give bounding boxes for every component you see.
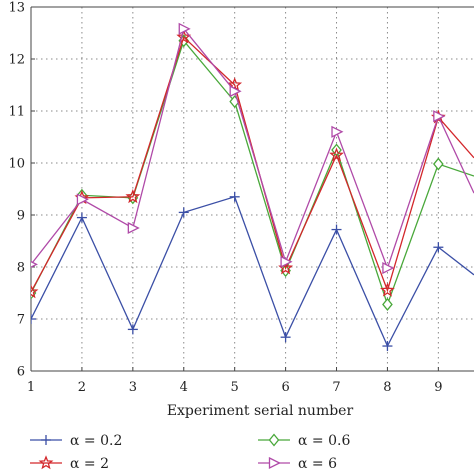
y-tick-label: 6 [17,365,25,380]
legend-item: α = 2 [30,455,109,472]
data-point [125,189,141,204]
series-line [31,35,474,293]
data-point [331,125,344,138]
axes [30,6,474,372]
data-point [331,224,342,235]
legend-label: α = 2 [70,456,109,472]
data-point [433,157,444,171]
data-point [382,261,395,275]
legend-marker [41,435,51,445]
y-tick-label: 7 [17,313,25,328]
x-tick-label: 3 [129,380,137,395]
x-tick-label: 6 [281,380,289,395]
x-tick-label: 9 [434,380,442,395]
legend-label: α = 0.6 [298,433,350,449]
legend: α = 0.2 α = 0.6 α = 2 α = 6 [30,433,350,472]
data-point [229,191,240,202]
series-1 [31,191,474,352]
series-4 [31,22,474,275]
data-point [329,147,344,162]
legend-item: α = 6 [258,456,337,472]
data-point [31,314,36,324]
legend-item: α = 0.2 [30,433,122,449]
legend-marker [268,433,280,447]
series-3 [31,29,474,299]
data-point [433,242,444,253]
data-point [382,297,393,311]
data-point [76,212,87,223]
data-point [229,85,242,98]
data-point [280,255,293,268]
grid [31,7,474,371]
y-tick-label: 11 [8,105,25,120]
x-tick-label: 4 [180,380,188,395]
legend-item: α = 0.6 [258,433,350,449]
series-line [31,27,474,270]
data-point [176,29,192,44]
data-point [227,77,243,92]
series-group [31,22,474,352]
x-tick-label: 7 [332,380,340,395]
legend-marker [38,455,54,470]
series-line [31,39,474,307]
series-2 [31,34,474,311]
data-point [127,324,138,335]
data-point [178,22,191,35]
x-tick-label: 1 [27,380,35,395]
legend-label: α = 0.2 [70,433,122,449]
y-tick-label: 9 [17,209,25,224]
legend-label: α = 6 [298,456,337,472]
y-tick-label: 12 [8,53,25,68]
y-tick-label: 13 [8,1,25,16]
data-point [382,341,393,352]
data-point [127,221,140,235]
y-tick-label: 8 [17,261,25,276]
x-tick-label: 5 [231,380,239,395]
x-tick-label: 8 [383,380,391,395]
x-tick-label: 2 [78,380,86,395]
data-point [31,260,38,268]
data-point [76,193,89,206]
data-point [280,332,291,343]
data-point [380,282,395,297]
y-tick-label: 10 [8,157,25,172]
data-point [433,110,446,123]
data-point [178,207,189,218]
data-point [31,284,39,299]
legend-marker [268,456,281,470]
x-axis-label: Experiment serial number [167,403,354,419]
series-line [31,195,474,348]
